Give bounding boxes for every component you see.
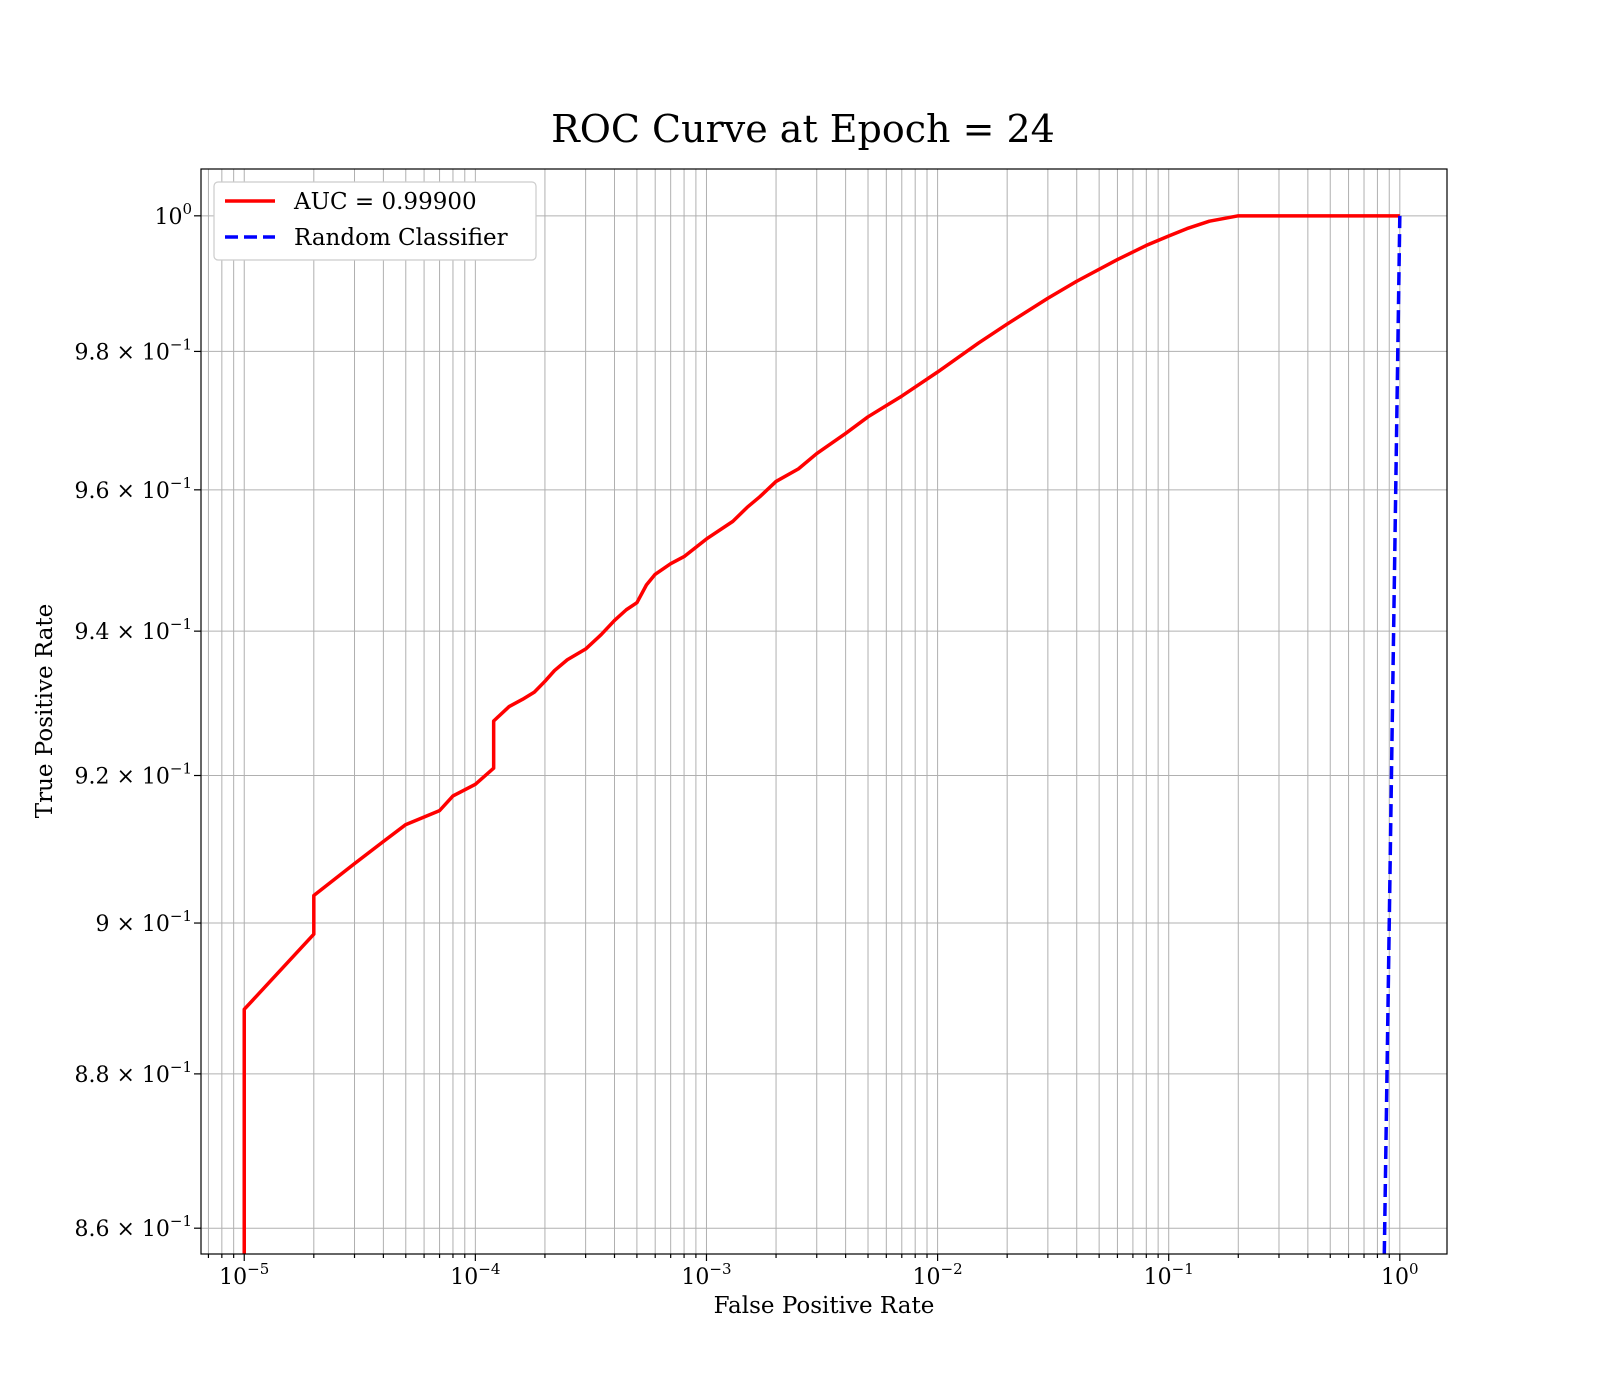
x-tick-label: 10−4 [450, 1260, 500, 1290]
x-tick-label: 10−3 [681, 1260, 731, 1290]
y-tick-label: 9.8 × 10−1 [74, 335, 192, 365]
x-tick-label: 100 [1381, 1260, 1419, 1290]
plot-frame [200, 168, 1448, 1255]
roc-curve-line [242, 214, 1400, 1254]
chart-title: ROC Curve at Epoch = 24 [551, 107, 1055, 151]
legend-label: Random Classifier [294, 225, 508, 251]
legend-box [213, 181, 537, 261]
y-tick-label: 9 × 10−1 [95, 907, 192, 937]
random-classifier-line [1382, 215, 1402, 1254]
y-axis-label: True Positive Rate [32, 604, 58, 819]
x-tick-label: 10−2 [913, 1260, 963, 1290]
tick-labels: 10−5 10−4 10−3 10−2 10−1 100 100 9.8 × 10−1 9.6 … [74, 200, 1418, 1290]
legend-label: AUC = 0.99900 [293, 189, 477, 215]
y-tick-label: 9.2 × 10−1 [74, 760, 192, 790]
y-tick-label: 9.4 × 10−1 [74, 615, 192, 645]
y-tick-label: 8.6 × 10−1 [74, 1212, 192, 1242]
axis-ticks [194, 215, 1401, 1261]
series-group [242, 214, 1402, 1254]
grid [201, 169, 1447, 1254]
x-tick-label: 10−5 [219, 1260, 269, 1290]
y-tick-label: 9.6 × 10−1 [74, 474, 192, 504]
y-tick-label: 8.8 × 10−1 [74, 1058, 192, 1088]
x-tick-label: 10−1 [1144, 1260, 1194, 1290]
legend: AUC = 0.99900 Random Classifier [213, 181, 537, 261]
y-tick-label: 100 [154, 200, 192, 230]
x-axis-label: False Positive Rate [714, 1293, 935, 1319]
